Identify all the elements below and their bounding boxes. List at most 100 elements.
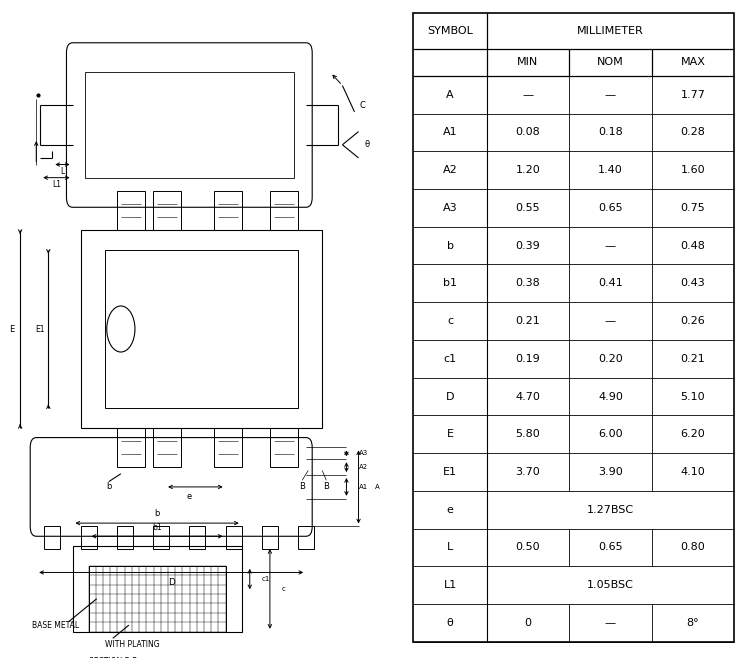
Bar	[225, 526, 242, 549]
Text: b: b	[154, 509, 160, 518]
Text: 0.80: 0.80	[680, 542, 705, 553]
Bar	[262, 526, 278, 549]
Text: 0.48: 0.48	[680, 241, 705, 251]
Text: θ: θ	[447, 618, 454, 628]
Text: 0.39: 0.39	[515, 241, 540, 251]
Text: 0.50: 0.50	[515, 542, 540, 553]
Text: 1.27BSC: 1.27BSC	[587, 505, 634, 515]
Text: 0.08: 0.08	[515, 128, 540, 138]
Text: 3.70: 3.70	[515, 467, 540, 477]
Text: 1.40: 1.40	[598, 165, 623, 175]
Text: 4.70: 4.70	[515, 392, 540, 401]
Text: 0.19: 0.19	[515, 354, 540, 364]
Text: MAX: MAX	[680, 57, 705, 67]
Text: 0.65: 0.65	[598, 203, 623, 213]
Text: c: c	[282, 586, 286, 592]
Text: BASE METAL: BASE METAL	[32, 620, 79, 630]
Text: SECTION B-B: SECTION B-B	[89, 657, 137, 658]
Text: 1.20: 1.20	[515, 165, 540, 175]
Text: B: B	[323, 482, 329, 492]
Bar	[213, 191, 242, 230]
Bar	[72, 546, 242, 632]
Bar	[153, 526, 169, 549]
Text: 1.60: 1.60	[680, 165, 705, 175]
Text: c1: c1	[262, 576, 270, 582]
Text: 6.20: 6.20	[680, 429, 705, 440]
Bar	[117, 526, 133, 549]
Text: b1: b1	[152, 523, 162, 532]
Bar	[81, 526, 97, 549]
Text: 3.90: 3.90	[598, 467, 623, 477]
Text: b: b	[447, 241, 454, 251]
Bar	[213, 428, 242, 467]
Text: θ: θ	[364, 140, 369, 149]
Text: 0: 0	[524, 618, 531, 628]
Text: 4.90: 4.90	[598, 392, 623, 401]
Text: —: —	[605, 241, 616, 251]
Text: A2: A2	[359, 464, 368, 470]
Bar	[153, 191, 181, 230]
Bar	[298, 526, 314, 549]
Text: A: A	[374, 484, 380, 490]
Bar	[189, 526, 205, 549]
Text: B: B	[299, 482, 305, 492]
Text: 0.55: 0.55	[515, 203, 540, 213]
Text: 0.41: 0.41	[598, 278, 623, 288]
Text: 5.80: 5.80	[515, 429, 540, 440]
Text: D: D	[446, 392, 454, 401]
Text: WITH PLATING: WITH PLATING	[104, 640, 160, 649]
Text: 0.43: 0.43	[680, 278, 705, 288]
Text: b: b	[106, 482, 111, 492]
Text: 0.38: 0.38	[515, 278, 540, 288]
Text: A3: A3	[359, 450, 368, 457]
Text: 8°: 8°	[686, 618, 699, 628]
Text: 6.00: 6.00	[598, 429, 623, 440]
Text: D: D	[168, 578, 175, 587]
Text: 5.10: 5.10	[680, 392, 705, 401]
Bar	[104, 250, 298, 408]
Bar	[89, 566, 225, 632]
Text: E1: E1	[443, 467, 457, 477]
Text: NOM: NOM	[597, 57, 624, 67]
Text: c: c	[447, 316, 453, 326]
Text: MILLIMETER: MILLIMETER	[577, 26, 644, 36]
Text: 0.26: 0.26	[680, 316, 705, 326]
Text: A2: A2	[442, 165, 457, 175]
Text: L1: L1	[443, 580, 457, 590]
Text: —: —	[605, 89, 616, 100]
Bar	[153, 428, 181, 467]
Bar	[84, 72, 294, 178]
Text: c1: c1	[443, 354, 457, 364]
Bar	[117, 191, 145, 230]
Text: —: —	[522, 89, 533, 100]
Text: e: e	[447, 505, 454, 515]
Text: 4.10: 4.10	[680, 467, 705, 477]
Text: A1: A1	[359, 484, 368, 490]
Text: 0.65: 0.65	[598, 542, 623, 553]
Bar	[270, 191, 298, 230]
Text: E: E	[447, 429, 454, 440]
Text: 0.21: 0.21	[680, 354, 705, 364]
Text: E1: E1	[36, 324, 45, 334]
Bar	[270, 428, 298, 467]
Text: L: L	[447, 542, 453, 553]
Text: SYMBOL: SYMBOL	[427, 26, 473, 36]
Text: —: —	[605, 316, 616, 326]
Bar	[81, 230, 322, 428]
Text: MIN: MIN	[518, 57, 539, 67]
Text: —: —	[605, 618, 616, 628]
Bar	[117, 428, 145, 467]
Text: b1: b1	[443, 278, 457, 288]
Text: A: A	[446, 89, 454, 100]
Text: 1.05BSC: 1.05BSC	[587, 580, 634, 590]
Text: 0.20: 0.20	[598, 354, 623, 364]
Text: 0.28: 0.28	[680, 128, 705, 138]
Text: A1: A1	[442, 128, 457, 138]
Text: A3: A3	[442, 203, 457, 213]
Text: 0.75: 0.75	[680, 203, 705, 213]
Text: L1: L1	[52, 180, 61, 189]
Text: 0.21: 0.21	[515, 316, 540, 326]
Text: 0.18: 0.18	[598, 128, 623, 138]
Text: 1.77: 1.77	[680, 89, 705, 100]
Text: E: E	[10, 324, 15, 334]
